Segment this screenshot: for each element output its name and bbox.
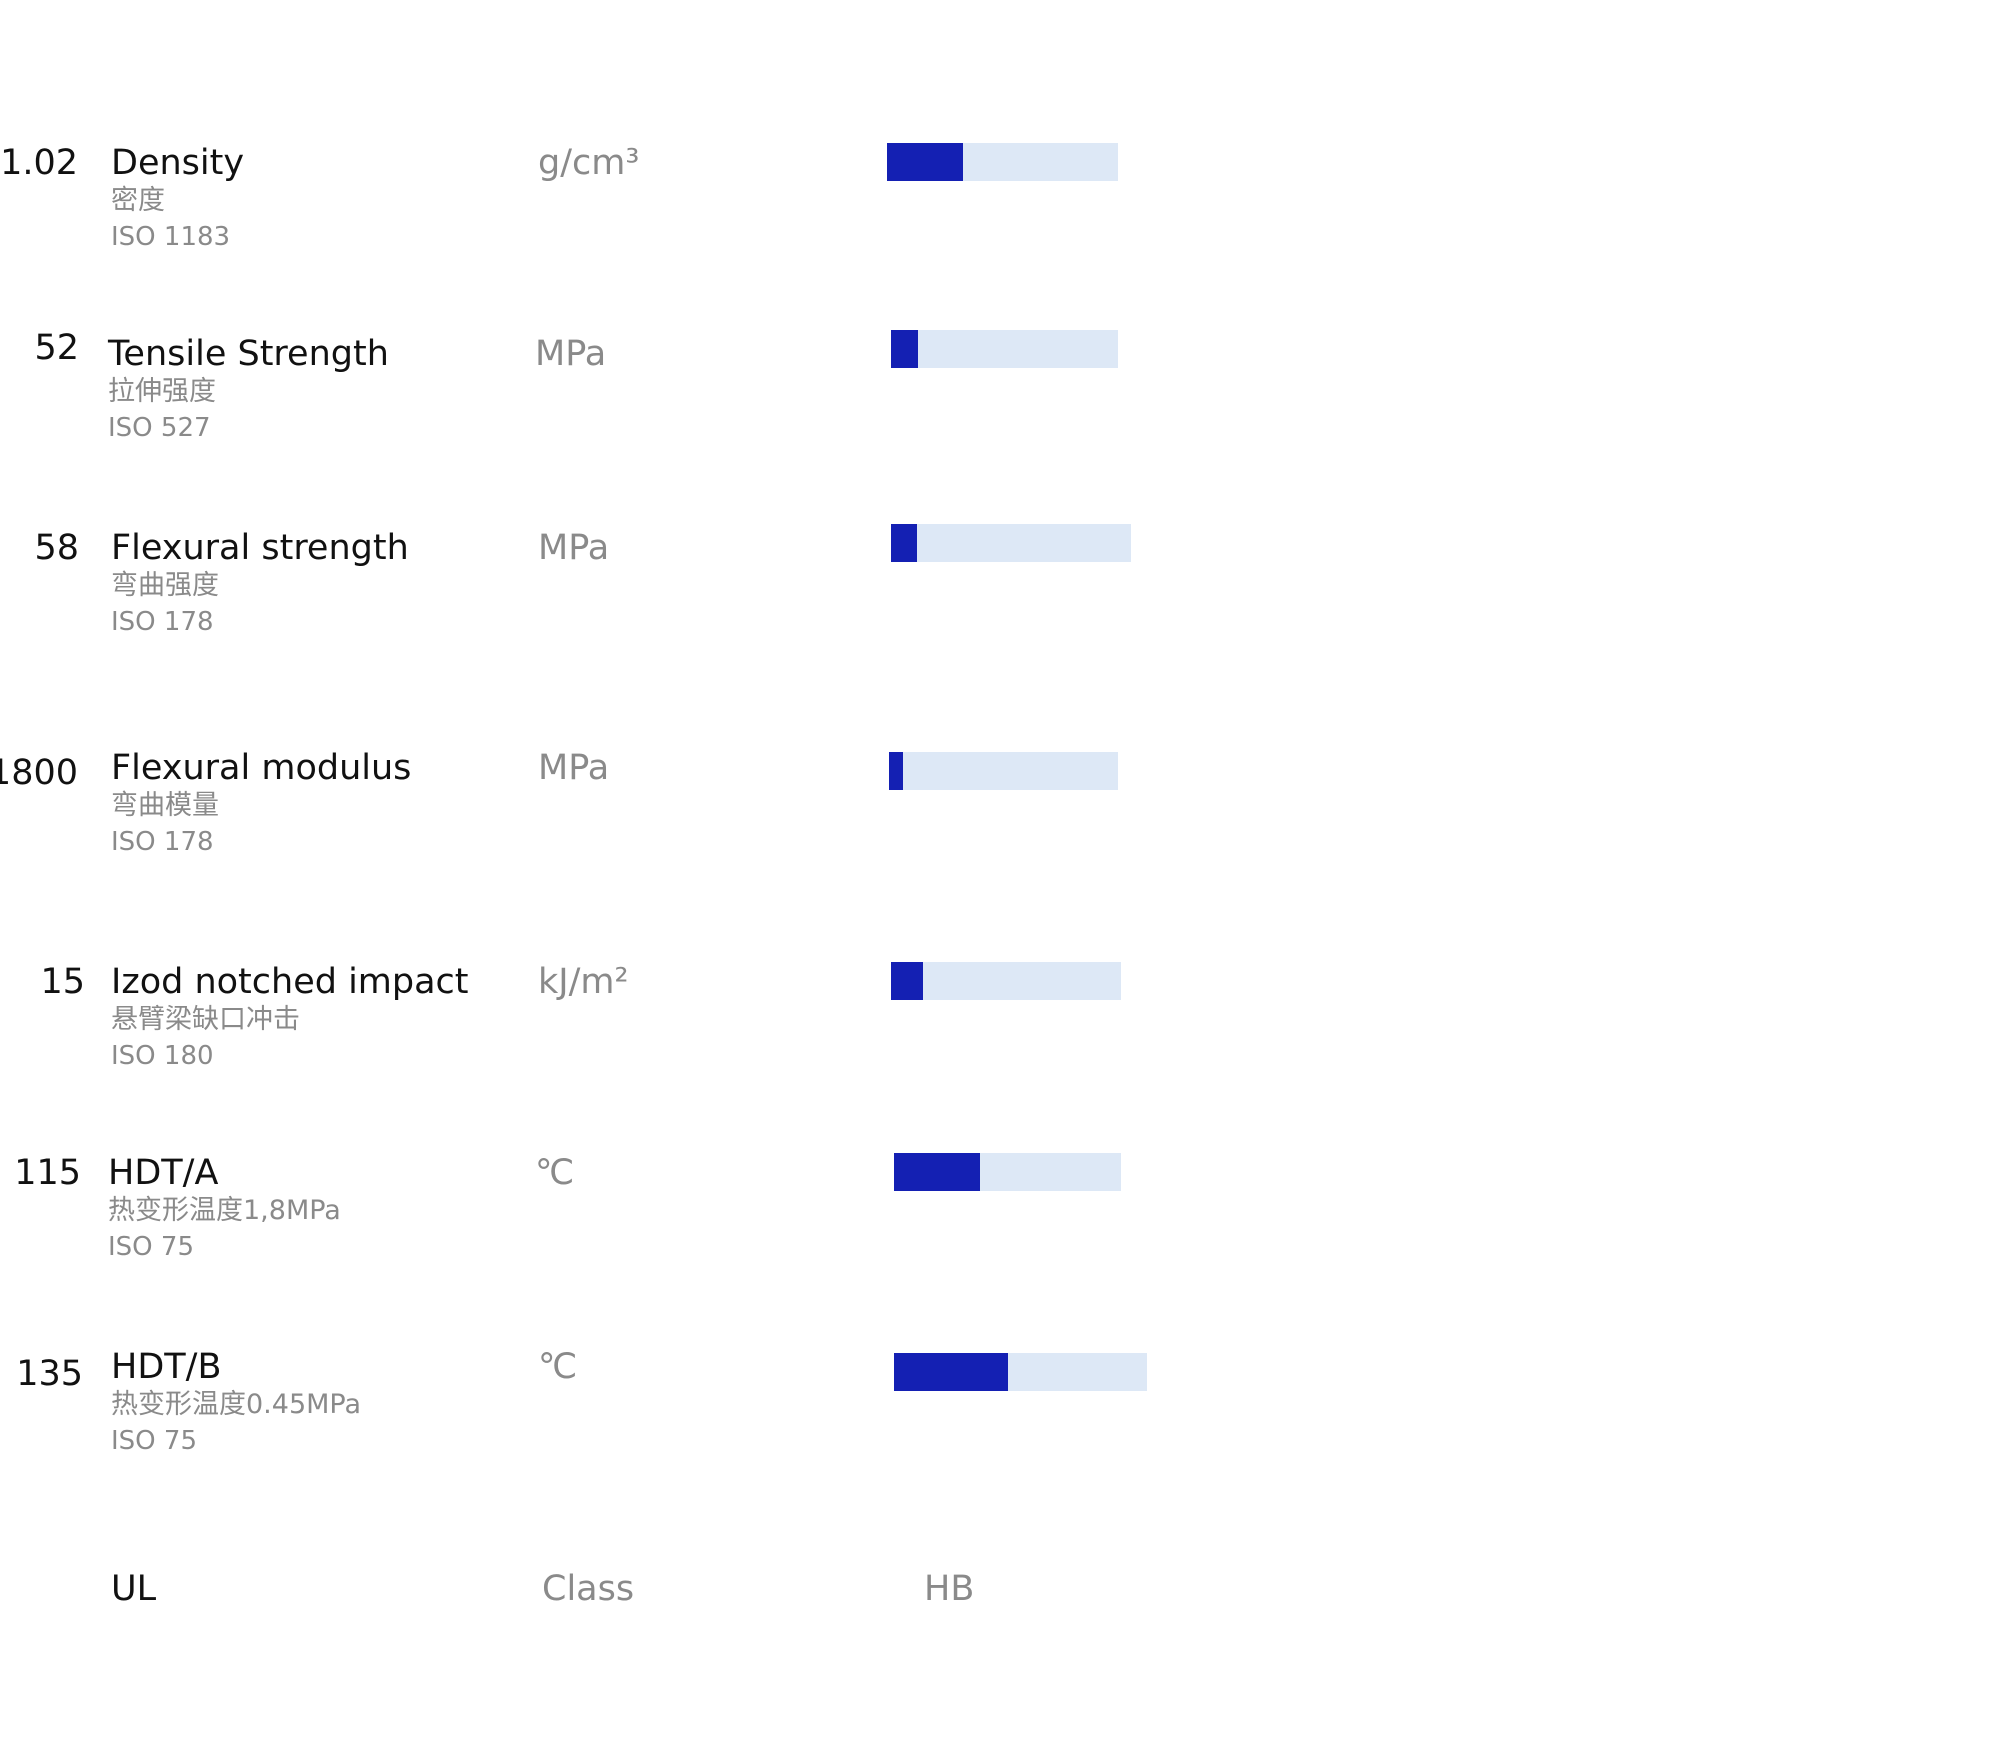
value-bar-fill: [891, 524, 918, 562]
property-standard: ISO 527: [108, 413, 211, 443]
property-unit: ℃: [538, 1347, 578, 1387]
property-standard: ISO 178: [111, 827, 214, 857]
value-bar-fill: [889, 752, 903, 790]
value-bar-fill: [891, 330, 919, 368]
property-standard: ISO 75: [108, 1232, 194, 1262]
value-bar-fill: [891, 962, 924, 1000]
property-value: 52: [34, 328, 79, 368]
value-bar-track: [891, 524, 1131, 562]
property-name: Density: [111, 143, 245, 183]
property-unit: g/cm³: [538, 143, 640, 183]
ul-unit: Class: [542, 1569, 635, 1609]
property-name: Tensile Strength: [108, 334, 389, 374]
value-bar-fill: [894, 1153, 981, 1191]
property-standard: ISO 180: [111, 1041, 214, 1071]
value-bar-track: [891, 330, 1118, 368]
property-value: 15: [40, 962, 85, 1002]
value-bar-track: [894, 1153, 1121, 1191]
property-unit: MPa: [538, 748, 610, 788]
property-value: 115: [14, 1153, 81, 1193]
property-name-zh: 热变形温度1,8MPa: [108, 1195, 341, 1226]
property-standard: ISO 1183: [111, 222, 231, 252]
property-unit: MPa: [535, 334, 607, 374]
property-name: HDT/B: [111, 1347, 222, 1387]
property-unit: kJ/m²: [538, 962, 629, 1002]
value-bar-track: [887, 143, 1118, 181]
property-unit: MPa: [538, 528, 610, 568]
property-name-zh: 悬臂梁缺口冲击: [111, 1004, 300, 1035]
property-name: Flexural strength: [111, 528, 409, 568]
property-value: 1.02: [0, 143, 78, 183]
value-bar-fill: [894, 1353, 1008, 1391]
property-name-zh: 热变形温度0.45MPa: [111, 1389, 362, 1420]
property-name: Izod notched impact: [111, 962, 469, 1002]
property-value: 1800: [0, 753, 78, 793]
property-name: Flexural modulus: [111, 748, 412, 788]
value-bar-track: [894, 1353, 1147, 1391]
value-bar-fill: [887, 143, 964, 181]
property-name-zh: 弯曲强度: [111, 570, 219, 601]
property-value: 58: [34, 528, 79, 568]
property-name: HDT/A: [108, 1153, 219, 1193]
property-name-zh: 密度: [111, 185, 165, 216]
property-standard: ISO 178: [111, 607, 214, 637]
value-bar-track: [889, 752, 1118, 790]
property-name-zh: 拉伸强度: [108, 376, 216, 407]
property-value: 135: [16, 1354, 83, 1394]
property-standard: ISO 75: [111, 1426, 197, 1456]
ul-class-value: HB: [924, 1569, 975, 1609]
value-bar-track: [891, 962, 1121, 1000]
property-unit: ℃: [535, 1153, 575, 1193]
property-name-zh: 弯曲模量: [111, 790, 219, 821]
ul-name: UL: [111, 1569, 157, 1609]
